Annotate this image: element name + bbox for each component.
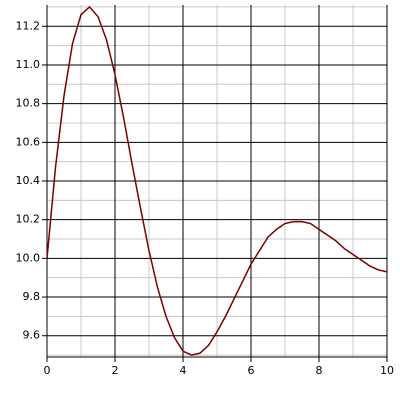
- x-tick-label: 10: [380, 364, 394, 377]
- y-tick-label: 9.8: [23, 290, 41, 303]
- y-tick-label: 10.2: [16, 213, 41, 226]
- y-tick-label: 11.0: [16, 58, 41, 71]
- x-tick-label: 6: [248, 364, 255, 377]
- x-tick-label: 4: [180, 364, 187, 377]
- y-tick-label: 11.2: [16, 19, 41, 32]
- x-tick-label: 0: [44, 364, 51, 377]
- y-tick-label: 9.6: [23, 329, 41, 342]
- x-tick-label: 2: [112, 364, 119, 377]
- y-tick-label: 10.8: [16, 97, 41, 110]
- y-tick-label: 10.0: [16, 251, 41, 264]
- x-tick-label: 8: [316, 364, 323, 377]
- y-tick-label: 10.4: [16, 174, 41, 187]
- line-series: [46, 5, 388, 356]
- y-tick-label: 10.6: [16, 135, 41, 148]
